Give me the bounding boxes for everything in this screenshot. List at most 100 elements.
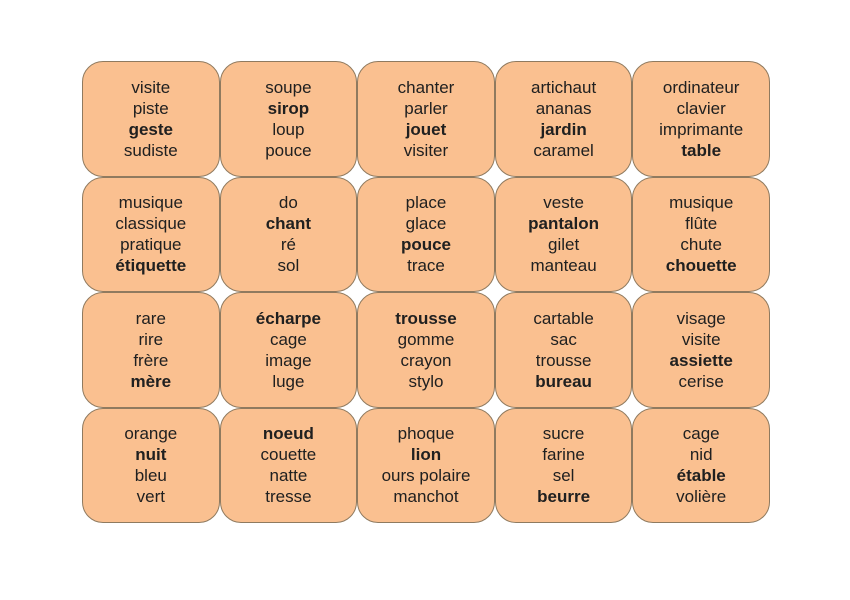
card-word: orange xyxy=(124,424,178,444)
card-word: cage xyxy=(682,424,720,444)
word-card: écharpe cage image luge xyxy=(219,292,358,408)
card-word: clavier xyxy=(676,98,726,118)
card-word: volière xyxy=(676,487,727,507)
word-card: visage visite assiette cerise xyxy=(632,292,770,408)
card-word: image xyxy=(265,350,312,370)
word-card: ordinateur clavier imprimante table xyxy=(632,61,770,177)
card-word: ré xyxy=(280,235,296,255)
card-word: manteau xyxy=(530,256,597,276)
card-word-bold: nuit xyxy=(135,445,167,465)
card-word: crayon xyxy=(400,350,452,370)
card-word: sac xyxy=(550,329,577,349)
card-word-bold: écharpe xyxy=(255,308,321,328)
card-word: gomme xyxy=(397,329,455,349)
card-word-bold: sirop xyxy=(267,98,310,118)
card-word: loup xyxy=(272,119,305,139)
word-card: sucre farine sel beurre xyxy=(494,407,633,523)
card-word: musique xyxy=(669,193,734,213)
card-word-bold: table xyxy=(681,140,722,160)
card-word: soupe xyxy=(265,77,312,97)
card-word: trousse xyxy=(535,350,592,370)
card-word: visite xyxy=(131,77,171,97)
card-word-bold: assiette xyxy=(669,350,733,370)
card-word: flûte xyxy=(685,214,718,234)
word-card: veste pantalon gilet manteau xyxy=(494,176,633,292)
card-word: musique xyxy=(118,193,183,213)
word-card: musique flûte chute chouette xyxy=(632,176,770,292)
card-word: luge xyxy=(272,371,305,391)
card-word-bold: jardin xyxy=(540,119,587,139)
word-card: rare rire frère mère xyxy=(82,292,220,408)
card-word: rare xyxy=(135,308,166,328)
word-card: phoque lion ours polaire manchot xyxy=(357,407,495,523)
word-card: noeud couette natte tresse xyxy=(219,407,358,523)
card-word-bold: jouet xyxy=(405,119,447,139)
card-word-bold: pouce xyxy=(400,235,452,255)
card-word: visite xyxy=(681,329,721,349)
card-word: parler xyxy=(404,98,448,118)
card-word: nid xyxy=(689,445,713,465)
card-word: place xyxy=(405,193,447,213)
card-word: glace xyxy=(405,214,447,234)
card-word: trace xyxy=(407,256,445,276)
card-word: couette xyxy=(260,445,317,465)
card-word: cerise xyxy=(678,371,724,391)
card-board: visite piste geste sudiste soupe sirop loup pou… xyxy=(82,61,770,523)
card-word-bold: étable xyxy=(676,466,726,486)
card-word: cartable xyxy=(533,308,594,328)
word-card: cartable sac trousse bureau xyxy=(494,292,633,408)
card-word-bold: chant xyxy=(265,214,312,234)
word-card: visite piste geste sudiste xyxy=(82,61,220,177)
card-word: gilet xyxy=(548,235,580,255)
word-card: chanter parler jouet visiter xyxy=(357,61,495,177)
card-word-bold: geste xyxy=(128,119,173,139)
card-word: tresse xyxy=(265,487,312,507)
card-word: phoque xyxy=(397,424,455,444)
card-word: ananas xyxy=(535,98,592,118)
card-word-bold: chouette xyxy=(665,256,737,276)
card-word: pouce xyxy=(265,140,312,160)
card-word: sucre xyxy=(542,424,585,444)
card-word: ordinateur xyxy=(662,77,740,97)
card-word: stylo xyxy=(408,371,444,391)
card-word: vert xyxy=(136,487,165,507)
card-word: ours polaire xyxy=(381,466,471,486)
card-word: caramel xyxy=(533,140,594,160)
word-card: trousse gomme crayon stylo xyxy=(357,292,495,408)
card-word: cage xyxy=(269,329,307,349)
card-word-bold: mère xyxy=(130,371,172,391)
card-word: manchot xyxy=(393,487,459,507)
card-word-bold: noeud xyxy=(262,424,314,444)
card-word: chanter xyxy=(397,77,455,97)
word-card: cage nid étable volière xyxy=(632,407,770,523)
card-word: sudiste xyxy=(123,140,178,160)
word-card: musique classique pratique étiquette xyxy=(82,176,220,292)
card-word: do xyxy=(278,193,298,213)
card-word: rire xyxy=(138,329,164,349)
card-word: sel xyxy=(552,466,575,486)
card-word: piste xyxy=(132,98,169,118)
card-word: visiter xyxy=(403,140,449,160)
word-card: do chant ré sol xyxy=(219,176,358,292)
card-word: pratique xyxy=(120,235,182,255)
card-word: visage xyxy=(676,308,726,328)
card-word: frère xyxy=(133,350,169,370)
card-word: classique xyxy=(115,214,187,234)
card-word-bold: étiquette xyxy=(115,256,187,276)
card-word: sol xyxy=(277,256,300,276)
word-card: place glace pouce trace xyxy=(357,176,495,292)
card-word: chute xyxy=(680,235,722,255)
card-word: veste xyxy=(543,193,584,213)
card-word-bold: pantalon xyxy=(528,214,600,234)
card-word-bold: bureau xyxy=(535,371,592,391)
word-card: soupe sirop loup pouce xyxy=(219,61,358,177)
card-word: bleu xyxy=(134,466,167,486)
word-card: orange nuit bleu vert xyxy=(82,407,220,523)
card-word: natte xyxy=(269,466,308,486)
card-word: artichaut xyxy=(530,77,597,97)
card-word: imprimante xyxy=(659,119,744,139)
card-word: farine xyxy=(542,445,585,465)
card-word-bold: beurre xyxy=(537,487,591,507)
card-word-bold: trousse xyxy=(395,308,457,328)
